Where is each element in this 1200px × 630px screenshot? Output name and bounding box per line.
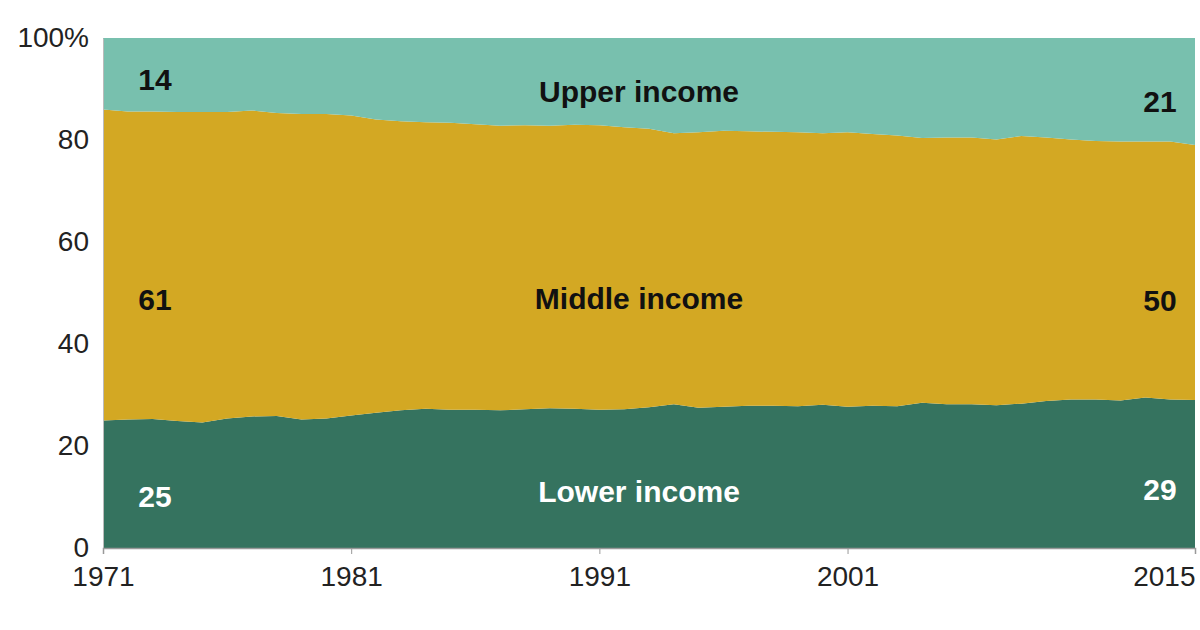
y-tick: 40: [58, 328, 103, 359]
series-label: Middle income: [535, 282, 743, 315]
x-tick-mark: [599, 548, 600, 554]
series-label: Lower income: [538, 475, 740, 508]
labels: Lower income 25 29 Middle income 61 50 Upper i…: [138, 63, 1176, 513]
plot: 0 20 40 60 80 100% 1971 1981 1991 2001 2015 Lower i…: [17, 22, 1195, 591]
data-label: 29: [1143, 473, 1176, 506]
y-axis-line: [103, 39, 104, 549]
x-tick: 2015: [1133, 548, 1195, 592]
x-tick: 1991: [569, 548, 631, 592]
x-tick: 2001: [817, 548, 879, 592]
y-tick-label: 20: [58, 430, 89, 461]
y-tick: 100%: [17, 22, 103, 53]
y-tick: 0: [73, 532, 103, 563]
y-tick: 20: [58, 430, 103, 461]
data-label: 50: [1143, 284, 1176, 317]
x-tick-label: 2015: [1133, 561, 1195, 592]
area: [103, 109, 1195, 422]
areas: [103, 38, 1195, 548]
y-tick: 60: [58, 226, 103, 257]
x-axis-line: [104, 549, 1196, 555]
y-tick-label: 60: [58, 226, 89, 257]
x-tick-mark: [1195, 548, 1196, 554]
data-label: 14: [138, 63, 172, 96]
data-label: 21: [1143, 85, 1176, 118]
area: [103, 38, 1195, 145]
x-tick-label: 1981: [321, 561, 383, 592]
data-label: 25: [138, 480, 171, 513]
x-axis: 1971 1981 1991 2001 2015: [72, 548, 1195, 592]
data-label: 61: [138, 283, 171, 316]
y-tick-label: 40: [58, 328, 89, 359]
x-tick-mark: [103, 548, 104, 554]
x-tick-mark: [848, 548, 849, 554]
x-tick-label: 2001: [817, 561, 879, 592]
chart: 0 20 40 60 80 100% 1971 1981 1991 2001 2015 Lower i…: [0, 0, 1200, 630]
area: [103, 398, 1195, 548]
x-tick-label: 1991: [569, 561, 631, 592]
x-tick: 1971: [72, 548, 134, 592]
x-tick-mark: [351, 548, 352, 554]
y-tick-label: 80: [58, 124, 89, 155]
series-label: Upper income: [539, 75, 739, 108]
y-axis: 0 20 40 60 80 100%: [17, 22, 103, 563]
x-tick: 1981: [321, 548, 383, 592]
y-tick-label: 0: [73, 532, 89, 563]
y-tick-label: 100%: [17, 22, 89, 53]
y-tick: 80: [58, 124, 103, 155]
x-tick-label: 1971: [72, 561, 134, 592]
